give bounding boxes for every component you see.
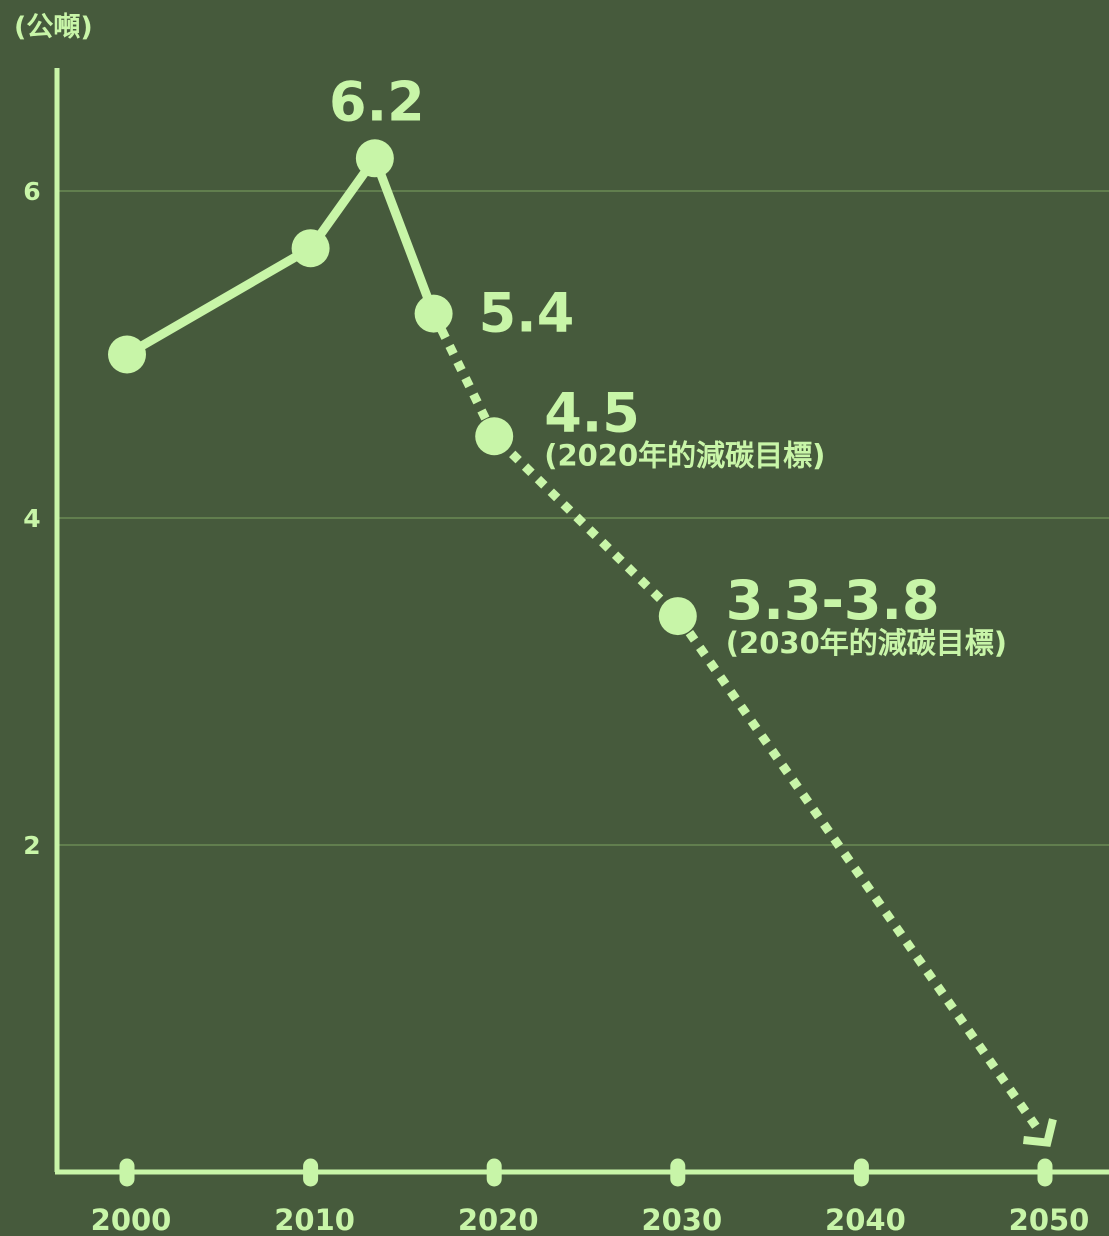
x-tick-label-2050: 2050 — [1009, 1203, 1090, 1236]
y-tick-labels: 2 4 6 — [23, 177, 40, 860]
y-tick-label-6: 6 — [23, 177, 40, 206]
x-tick-label-2000: 2000 — [91, 1203, 172, 1236]
data-point-2000 — [108, 335, 146, 374]
data-label-2013.5: 6.2 — [329, 70, 425, 133]
data-labels: 6.2 5.4 4.5(2020年的減碳目標) 3.3-3.8(2030年的減碳目標) — [329, 70, 1007, 660]
series-lines — [122, 153, 1057, 1147]
x-tick-label-2020: 2020 — [458, 1203, 539, 1236]
series-line-projection — [429, 311, 1045, 1136]
data-point-2030 — [658, 597, 697, 636]
data-point-2010 — [291, 229, 330, 268]
projection-arrowhead — [1023, 1118, 1057, 1147]
y-tick-label-4: 4 — [23, 504, 40, 533]
y-axis-unit-label: (公噸) — [14, 12, 93, 43]
series-points — [108, 139, 697, 636]
series-line-actual — [122, 153, 439, 359]
data-point-2016.7 — [414, 294, 453, 333]
data-label-note-2020: (2020年的減碳目標) — [544, 438, 825, 472]
data-label-2020: 4.5 — [544, 381, 640, 444]
data-label-note-2030: (2030年的減碳目標) — [726, 626, 1007, 660]
data-point-2013.5 — [355, 139, 394, 178]
x-tick-labels: 2000 2010 2020 2030 2040 2050 — [91, 1158, 1090, 1236]
axes — [54, 68, 1109, 1175]
data-label-2016.7: 5.4 — [479, 282, 575, 345]
y-tick-label-2: 2 — [23, 831, 40, 860]
x-tick-label-2040: 2040 — [825, 1203, 906, 1236]
data-point-2020 — [475, 417, 514, 456]
x-tick-label-2010: 2010 — [274, 1203, 355, 1236]
data-label-2030: 3.3-3.8 — [726, 569, 940, 632]
x-tick-label-2030: 2030 — [641, 1203, 722, 1236]
